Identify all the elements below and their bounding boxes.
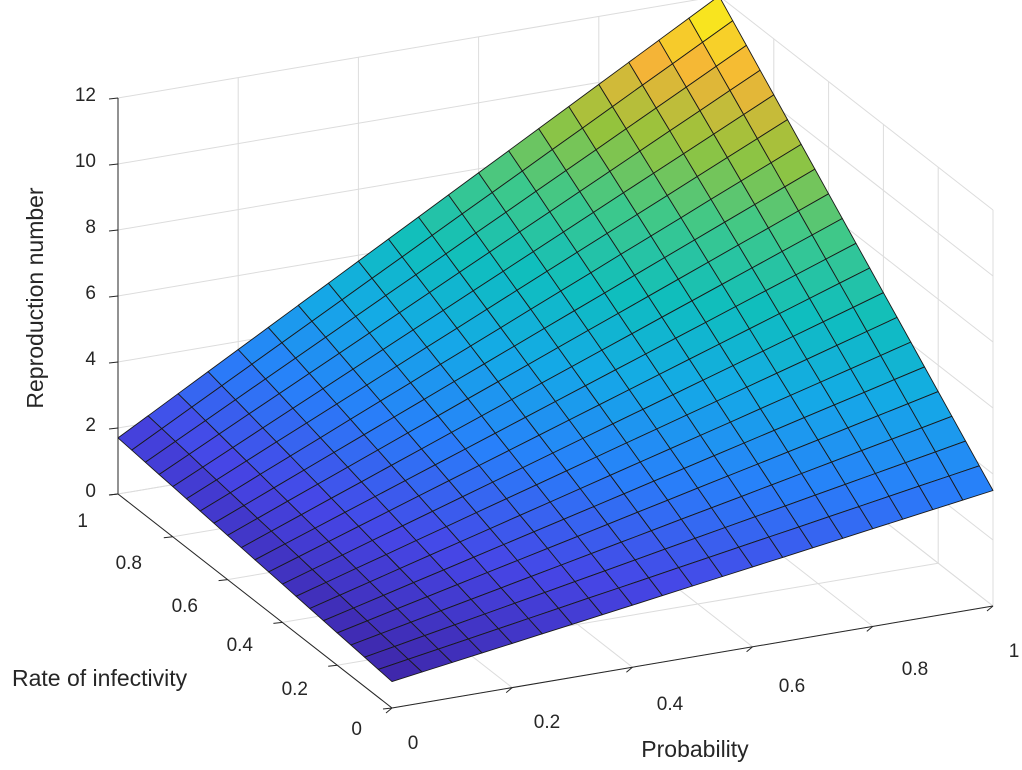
y-tick-mark [218, 579, 228, 582]
y-tick-mark [273, 621, 283, 624]
z-tick-label: 8 [85, 217, 96, 238]
z-tick-mark [108, 97, 119, 100]
y-tick-label: 0.2 [282, 679, 308, 700]
x-tick-label: 0.2 [534, 712, 560, 733]
y-tick-mark [163, 536, 173, 539]
x-tick-label: 0.6 [779, 676, 805, 697]
y-tick-label: 0 [351, 719, 362, 740]
x-tick-mark [385, 707, 393, 714]
z-axis-label: Reproduction number [22, 187, 48, 409]
y-tick-mark [382, 707, 393, 710]
right-wall-grid-line [723, 0, 994, 211]
y-axis-label: Rate of infectivity [12, 665, 188, 691]
z-tick-mark [108, 427, 119, 430]
x-tick-mark [505, 687, 513, 693]
z-tick-labels: 0 2 4 6 8 10 12 [75, 85, 97, 502]
z-tick-label: 0 [85, 481, 96, 502]
surface-mesh [117, 0, 994, 683]
x-tick-mark [746, 646, 753, 653]
x-tick-label: 1 [1009, 641, 1020, 662]
y-tick-label: 0.4 [227, 635, 254, 656]
x-axis-label: Probability [641, 736, 749, 762]
z-tick-label: 6 [85, 283, 96, 304]
z-tick-mark [108, 493, 119, 496]
x-tick-label: 0.4 [657, 694, 684, 715]
x-tick-mark [986, 605, 994, 612]
z-tick-label: 4 [85, 349, 96, 370]
x-tick-mark [866, 626, 874, 632]
z-tick-label: 10 [75, 151, 96, 172]
z-tick-mark [108, 229, 119, 232]
surface-patch [948, 465, 994, 501]
back-wall-grid-line [117, 0, 699, 99]
y-axis-line [117, 493, 393, 709]
axes [108, 97, 994, 714]
x-tick-label: 0 [408, 733, 419, 754]
y-tick-label: 0.6 [172, 596, 198, 617]
y-tick-label: 0.8 [116, 553, 142, 574]
z-tick-mark [108, 295, 119, 298]
x-tick-label: 0.8 [902, 659, 928, 680]
z-tick-mark [108, 163, 119, 166]
y-tick-labels: 0 0.2 0.4 0.6 0.8 1 [77, 511, 362, 740]
z-tick-mark [108, 361, 119, 364]
x-axis-line [391, 605, 994, 709]
y-tick-mark [328, 664, 338, 667]
z-tick-label: 12 [75, 85, 96, 106]
y-tick-label: 1 [77, 511, 88, 532]
z-tick-label: 2 [85, 415, 96, 436]
x-tick-labels: 0 0.2 0.4 0.6 0.8 1 [408, 641, 1020, 754]
x-tick-mark [626, 666, 633, 673]
